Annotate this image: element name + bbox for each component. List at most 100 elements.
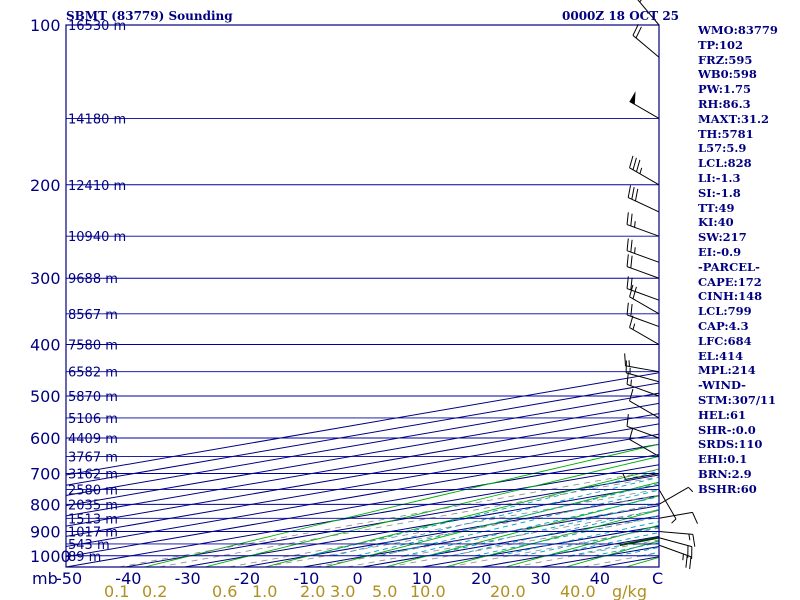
- stats-panel: WMO:83779 TP:102 FRZ:595 WB0:598 PW:1.75 RH:8…: [698, 23, 778, 497]
- stat-entry: LFC:684: [698, 333, 752, 348]
- mixing-ratio-label: 2.0: [300, 582, 325, 600]
- stat-entry: L57:5.9: [698, 141, 747, 156]
- moist-adiabat-line: [475, 515, 659, 557]
- stat-entry: EI:-0.9: [698, 244, 742, 259]
- stat-entry: CAP:4.3: [698, 318, 749, 333]
- wind-barb: [637, 0, 660, 26]
- stat-entry: TP:102: [698, 37, 744, 52]
- mixing-ratio-line: [449, 527, 659, 567]
- wind-barb: [626, 238, 660, 263]
- isotherm-line: [66, 454, 659, 558]
- isotherm-line: [66, 382, 659, 486]
- mixing-ratio-label: 0.2: [142, 582, 167, 600]
- height-label: 6582 m: [68, 366, 118, 381]
- mixing-ratio-unit-label: g/kg: [612, 582, 647, 600]
- stat-entry: WMO:83779: [698, 23, 778, 37]
- wind-barb: [626, 371, 660, 397]
- pressure-label: 300: [30, 269, 61, 288]
- stat-entry: CINH:148: [698, 289, 763, 304]
- moist-adiabat-line: [403, 496, 659, 557]
- height-label: 5106 m: [68, 412, 118, 427]
- stat-entry: BRN:2.9: [698, 466, 752, 481]
- wind-barb: [629, 155, 660, 186]
- wind-barb: [624, 353, 660, 373]
- wind-barb: [629, 427, 660, 457]
- wind-barb: [658, 537, 693, 559]
- isotherm-line: [125, 474, 659, 567]
- pressure-unit-label: mb: [32, 569, 58, 588]
- pressure-label: 600: [30, 429, 61, 448]
- stat-entry: SI:-1.8: [698, 185, 741, 200]
- wind-barb: [627, 185, 660, 213]
- stat-entry: RH:86.3: [698, 96, 751, 111]
- temperature-tick-label: 20: [471, 569, 491, 588]
- dry-adiabat-line: [204, 455, 659, 567]
- height-label: 3162 m: [68, 468, 118, 483]
- plot-frame: [65, 24, 660, 568]
- wind-barb: [658, 489, 677, 524]
- dry-adiabat-line: [445, 509, 659, 567]
- isotherm-line: [66, 402, 659, 507]
- stat-entry: SRDS:110: [698, 437, 763, 452]
- stat-entry: LCL:828: [698, 156, 752, 171]
- wind-barb: [629, 388, 660, 419]
- mixing-ratio-label: 40.0: [560, 582, 596, 600]
- temperature-tick-label: -40: [115, 569, 141, 588]
- stat-entry: SW:217: [698, 230, 747, 245]
- stat-entry: LCL:799: [698, 304, 752, 319]
- temperature-tick-label: 40: [590, 569, 610, 588]
- wind-barb: [629, 315, 660, 345]
- wind-barb: [626, 254, 660, 279]
- mixing-ratio-line: [513, 539, 659, 567]
- stat-entry: TH:5781: [698, 126, 754, 141]
- mixing-ratio-label: 3.0: [330, 582, 355, 600]
- pressure-label: 100: [30, 16, 61, 35]
- pressure-label: 200: [30, 176, 61, 195]
- mixing-ratio-label: 1.0: [252, 582, 277, 600]
- stat-entry: EHI:0.1: [698, 452, 748, 467]
- temperature-tick-label: 30: [530, 569, 550, 588]
- wind-barb: [658, 511, 698, 524]
- height-label: 5870 m: [68, 390, 118, 405]
- stat-entry: SHR-:0.0: [698, 422, 756, 437]
- height-label: 9688 m: [68, 272, 118, 287]
- wind-barb: [622, 473, 660, 480]
- height-label: 1017 m: [68, 525, 118, 540]
- mixing-ratio-label: 0.1: [104, 582, 129, 600]
- height-label: 8567 m: [68, 308, 118, 323]
- temperature-tick-label: 0: [353, 569, 363, 588]
- pressure-label: 1000: [30, 547, 71, 566]
- stat-entry: -PARCEL-: [698, 259, 760, 274]
- stat-entry: WB0:598: [698, 67, 757, 82]
- stat-entry: BSHR:60: [698, 481, 757, 496]
- wind-barb: [658, 486, 694, 505]
- temperature-tick-label: -50: [56, 569, 82, 588]
- stat-entry: PW:1.75: [698, 82, 752, 97]
- height-label: 12410 m: [68, 179, 126, 194]
- dry-adiabat-line: [505, 524, 659, 567]
- wind-barb: [625, 360, 660, 383]
- temperature-unit-label: C: [652, 569, 663, 588]
- wind-barb: [658, 544, 692, 570]
- isotherm-line: [66, 413, 659, 517]
- pressure-label: 400: [30, 336, 61, 355]
- stat-entry: STM:307/11: [698, 392, 777, 407]
- dry-adiabat-line: [385, 495, 659, 567]
- wind-barb: [626, 212, 660, 237]
- isotherm-line: [66, 433, 659, 537]
- height-label: 3767 m: [68, 450, 118, 465]
- height-label: 543 m: [68, 538, 110, 553]
- isotherm-line: [66, 423, 659, 527]
- temperature-tick-label: -30: [175, 569, 201, 588]
- temperature-tick-label: -10: [293, 569, 319, 588]
- stat-entry: MPL:214: [698, 363, 756, 378]
- sounding-datetime: 0000Z 18 OCT 25: [562, 9, 680, 23]
- height-label: 4409 m: [68, 432, 118, 447]
- isotherm-line: [66, 464, 659, 567]
- stat-entry: HEL:61: [698, 407, 746, 422]
- height-label: 2580 m: [68, 483, 118, 498]
- moist-adiabat-line: [380, 489, 659, 557]
- height-label: 2035 m: [68, 498, 118, 513]
- stat-entry: LI:-1.3: [698, 170, 741, 185]
